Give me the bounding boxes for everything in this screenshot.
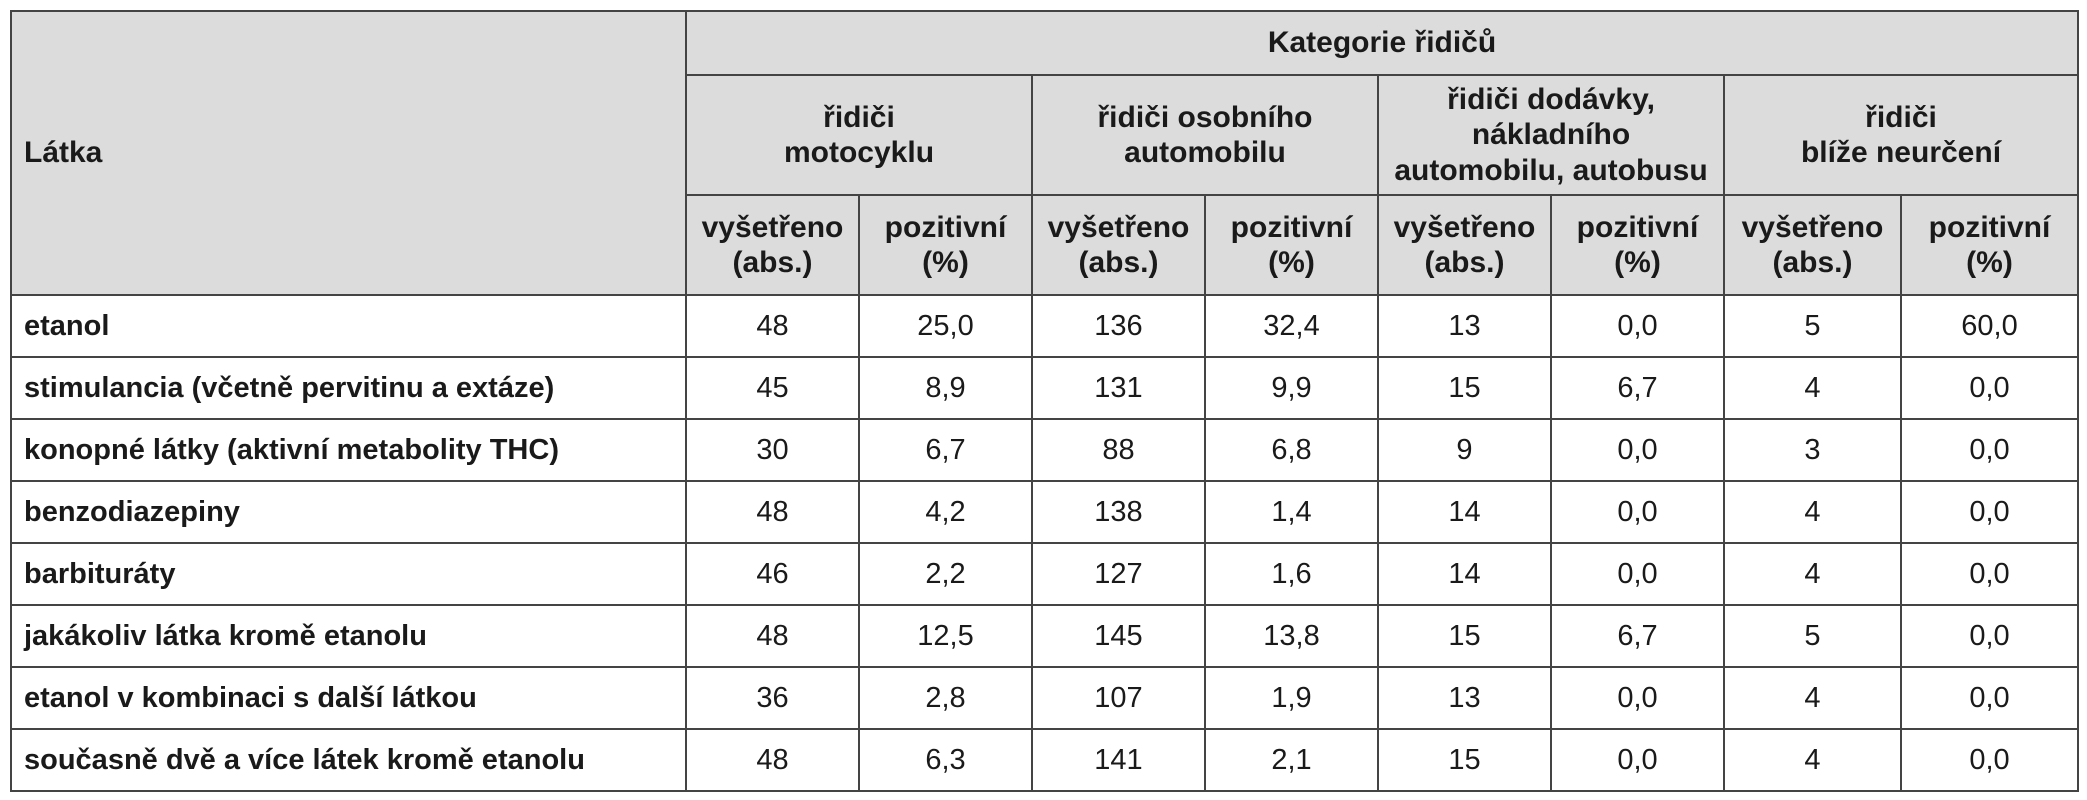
cell-pozitivni: 0,0	[1899, 356, 2080, 420]
group-neurceni: řidiči blíže neurčení	[1722, 74, 2080, 196]
table-row: jakákoliv látka kromě etanolu 48 12,5 145 13…	[10, 604, 2080, 668]
cell-vysetreno: 145	[1031, 604, 1206, 668]
cell-pozitivni: 0,0	[1899, 728, 2080, 792]
cell-vysetreno: 4	[1723, 542, 1902, 606]
cell-vysetreno: 4	[1723, 480, 1902, 544]
subheader-vysetreno: vyšetřeno (abs.)	[1031, 194, 1206, 296]
table-row: barbituráty 46 2,2 127 1,6 14 0,0 4 0,0	[10, 542, 2080, 606]
table-row: etanol v kombinaci s další látkou 36 2,8 10…	[10, 666, 2080, 730]
group-header-row: řidiči motocyklu řidiči osobního automob…	[11, 74, 2080, 196]
cell-pozitivni: 0,0	[1550, 666, 1725, 730]
cell-vysetreno: 88	[1031, 418, 1206, 482]
cell-pozitivni: 0,0	[1550, 728, 1725, 792]
cell-vysetreno: 107	[1031, 666, 1206, 730]
cell-pozitivni: 6,7	[858, 418, 1033, 482]
cell-pozitivni: 6,8	[1204, 418, 1379, 482]
cell-vysetreno: 48	[685, 294, 860, 358]
cell-pozitivni: 0,0	[1550, 418, 1725, 482]
cell-vysetreno: 15	[1377, 728, 1552, 792]
cell-vysetreno: 48	[685, 728, 860, 792]
subheader-vysetreno: vyšetřeno (abs.)	[685, 194, 860, 296]
cell-pozitivni: 6,3	[858, 728, 1033, 792]
cell-vysetreno: 138	[1031, 480, 1206, 544]
subheader-vysetreno: vyšetřeno (abs.)	[1723, 194, 1902, 296]
cell-vysetreno: 36	[685, 666, 860, 730]
cell-vysetreno: 15	[1377, 604, 1552, 668]
substance-name: současně dvě a více látek kromě etanolu	[10, 728, 687, 792]
cell-pozitivni: 13,8	[1204, 604, 1379, 668]
cell-vysetreno: 13	[1377, 666, 1552, 730]
cell-vysetreno: 5	[1723, 604, 1902, 668]
substance-name: stimulancia (včetně pervitinu a extáze)	[10, 356, 687, 420]
table-body: etanol 48 25,0 136 32,4 13 0,0 5 60,0 stimulancia…	[10, 294, 2080, 792]
subheader-pozitivni: pozitivní (%)	[858, 194, 1033, 296]
cell-vysetreno: 141	[1031, 728, 1206, 792]
cell-pozitivni: 32,4	[1204, 294, 1379, 358]
cell-vysetreno: 4	[1723, 356, 1902, 420]
cell-pozitivni: 2,1	[1204, 728, 1379, 792]
cell-vysetreno: 4	[1723, 728, 1902, 792]
substance-name: etanol	[10, 294, 687, 358]
cell-pozitivni: 2,8	[858, 666, 1033, 730]
subheader-pozitivni: pozitivní (%)	[1204, 194, 1379, 296]
substance-name: etanol v kombinaci s další látkou	[10, 666, 687, 730]
cell-pozitivni: 2,2	[858, 542, 1033, 606]
substance-name: jakákoliv látka kromě etanolu	[10, 604, 687, 668]
cell-vysetreno: 131	[1031, 356, 1206, 420]
cell-pozitivni: 0,0	[1550, 480, 1725, 544]
substance-name: benzodiazepiny	[10, 480, 687, 544]
cell-pozitivni: 9,9	[1204, 356, 1379, 420]
cell-vysetreno: 45	[685, 356, 860, 420]
cell-vysetreno: 14	[1377, 480, 1552, 544]
cell-pozitivni: 0,0	[1899, 666, 2080, 730]
cell-vysetreno: 3	[1723, 418, 1902, 482]
table-row: současně dvě a více látek kromě etanolu 4…	[10, 728, 2080, 792]
substance-name: konopné látky (aktivní metabolity THC)	[10, 418, 687, 482]
cell-vysetreno: 15	[1377, 356, 1552, 420]
cell-pozitivni: 6,7	[1550, 356, 1725, 420]
cell-pozitivni: 8,9	[858, 356, 1033, 420]
substance-name: barbituráty	[10, 542, 687, 606]
cell-pozitivni: 0,0	[1550, 542, 1725, 606]
subheader-pozitivni: pozitivní (%)	[1550, 194, 1725, 296]
table-row: benzodiazepiny 48 4,2 138 1,4 14 0,0 4 0,0	[10, 480, 2080, 544]
sub-header-row: vyšetřeno (abs.) pozitivní (%) vyšetřeno (abs…	[11, 194, 2080, 296]
cell-vysetreno: 48	[685, 604, 860, 668]
cell-pozitivni: 0,0	[1899, 418, 2080, 482]
cell-pozitivni: 60,0	[1899, 294, 2080, 358]
table-container: Látka Kategorie řidičů řidiči motocyklu …	[10, 10, 2080, 792]
group-motocykl: řidiči motocyklu	[685, 74, 1033, 196]
cell-vysetreno: 46	[685, 542, 860, 606]
subheader-vysetreno: vyšetřeno (abs.)	[1377, 194, 1552, 296]
cell-pozitivni: 0,0	[1899, 604, 2080, 668]
cell-vysetreno: 30	[685, 418, 860, 482]
cell-pozitivni: 1,6	[1204, 542, 1379, 606]
subheader-pozitivni: pozitivní (%)	[1899, 194, 2080, 296]
cell-pozitivni: 25,0	[858, 294, 1033, 358]
cell-pozitivni: 12,5	[858, 604, 1033, 668]
cell-vysetreno: 4	[1723, 666, 1902, 730]
drivers-substances-table: Látka Kategorie řidičů řidiči motocyklu …	[10, 10, 2080, 792]
cell-pozitivni: 0,0	[1550, 294, 1725, 358]
cell-vysetreno: 13	[1377, 294, 1552, 358]
cell-vysetreno: 48	[685, 480, 860, 544]
cell-pozitivni: 6,7	[1550, 604, 1725, 668]
cell-pozitivni: 0,0	[1899, 480, 2080, 544]
cell-vysetreno: 14	[1377, 542, 1552, 606]
table-row: stimulancia (včetně pervitinu a extáze) 4…	[10, 356, 2080, 420]
cell-vysetreno: 5	[1723, 294, 1902, 358]
cell-pozitivni: 4,2	[858, 480, 1033, 544]
group-osobni-automobil: řidiči osobního automobilu	[1031, 74, 1379, 196]
header-kategorie: Kategorie řidičů	[684, 10, 2080, 76]
table-row: etanol 48 25,0 136 32,4 13 0,0 5 60,0	[10, 294, 2080, 358]
cell-pozitivni: 1,9	[1204, 666, 1379, 730]
cell-pozitivni: 1,4	[1204, 480, 1379, 544]
cell-vysetreno: 136	[1031, 294, 1206, 358]
group-dodavka: řidiči dodávky, nákladního automobilu, a…	[1377, 74, 1725, 196]
cell-pozitivni: 0,0	[1899, 542, 2080, 606]
cell-vysetreno: 127	[1031, 542, 1206, 606]
header-latka: Látka	[10, 10, 687, 296]
cell-vysetreno: 9	[1377, 418, 1552, 482]
table-row: konopné látky (aktivní metabolity THC) 30…	[10, 418, 2080, 482]
